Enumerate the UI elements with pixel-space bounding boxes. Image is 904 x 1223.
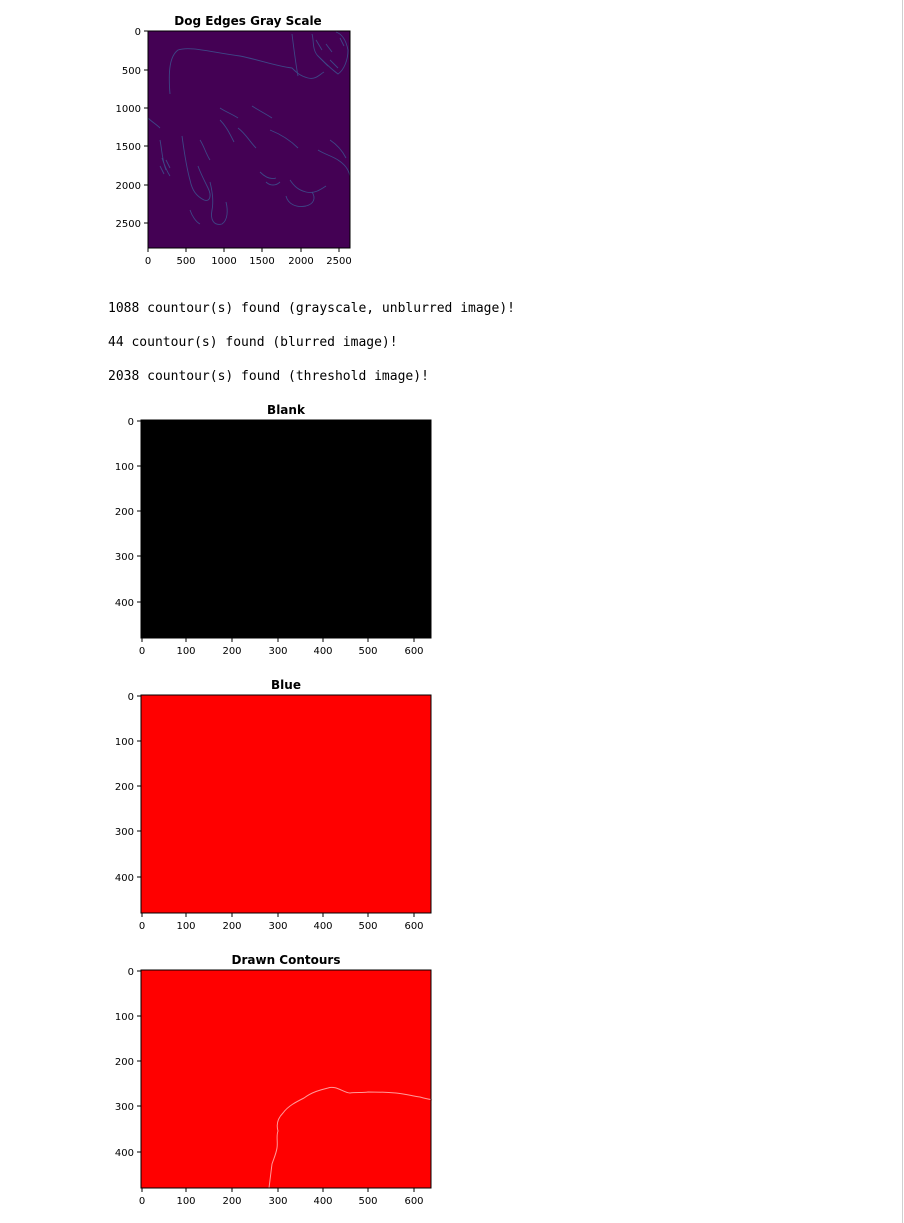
x-tick-label: 0 bbox=[139, 646, 145, 657]
y-tick-label: 400 bbox=[115, 598, 134, 609]
scrollbar-edge bbox=[902, 0, 903, 1223]
x-tick-label: 500 bbox=[358, 1196, 377, 1207]
blue-figure: Blue 0 100 200 300 400 0 100 200 300 bbox=[100, 675, 450, 937]
blue-image bbox=[140, 694, 432, 914]
drawn-contours-frame bbox=[140, 969, 432, 1189]
x-tick-label: 400 bbox=[313, 1196, 332, 1207]
x-tick-label: 100 bbox=[176, 1196, 195, 1207]
x-tick-label: 600 bbox=[404, 921, 423, 932]
blank-y-axis: 0 100 200 300 400 bbox=[115, 417, 141, 609]
drawn-contours-image bbox=[141, 970, 431, 1188]
blank-plot: Blank 0 100 200 300 400 0 100 200 300 bbox=[115, 403, 432, 657]
x-tick-label: 300 bbox=[268, 646, 287, 657]
x-tick-label: 100 bbox=[176, 921, 195, 932]
y-tick-label: 0 bbox=[128, 692, 134, 703]
dog-edges-plot: Dog Edges Gray Scale bbox=[116, 14, 352, 267]
drawn-contour-line bbox=[268, 1086, 433, 1189]
dog-edges-y-axis: 0 500 1000 1500 2000 2500 bbox=[116, 27, 148, 230]
dog-edges-figure: Dog Edges Gray Scale bbox=[100, 10, 370, 272]
x-tick-label: 500 bbox=[358, 921, 377, 932]
drawn-contours-figure: Drawn Contours 0 100 200 300 400 0 100 bbox=[100, 950, 450, 1212]
blank-x-axis: 0 100 200 300 400 500 600 bbox=[139, 638, 424, 657]
x-tick-label: 0 bbox=[139, 1196, 145, 1207]
output-line-grayscale: 1088 countour(s) found (grayscale, unblu… bbox=[108, 301, 515, 316]
y-tick-label: 300 bbox=[115, 827, 134, 838]
x-tick-label: 200 bbox=[222, 921, 241, 932]
output-line-threshold: 2038 countour(s) found (threshold image)… bbox=[108, 369, 429, 384]
y-tick-label: 0 bbox=[135, 27, 141, 38]
x-tick-label: 500 bbox=[176, 256, 195, 267]
y-tick-label: 100 bbox=[115, 737, 134, 748]
drawn-contours-y-axis: 0 100 200 300 400 bbox=[115, 967, 141, 1159]
dog-edges-frame bbox=[147, 30, 351, 249]
blue-plot: Blue 0 100 200 300 400 0 100 200 300 bbox=[115, 678, 432, 932]
y-tick-label: 400 bbox=[115, 873, 134, 884]
x-tick-label: 400 bbox=[313, 921, 332, 932]
drawn-contours-plot: Drawn Contours 0 100 200 300 400 0 100 bbox=[115, 953, 433, 1207]
x-tick-label: 200 bbox=[222, 646, 241, 657]
y-tick-label: 100 bbox=[115, 462, 134, 473]
y-tick-label: 2500 bbox=[116, 219, 141, 230]
blue-x-axis: 0 100 200 300 400 500 600 bbox=[139, 913, 424, 932]
y-tick-label: 100 bbox=[115, 1012, 134, 1023]
x-tick-label: 1000 bbox=[211, 256, 236, 267]
y-tick-label: 1500 bbox=[116, 142, 141, 153]
y-tick-label: 300 bbox=[115, 552, 134, 563]
x-tick-label: 100 bbox=[176, 646, 195, 657]
blank-image bbox=[140, 419, 432, 639]
y-tick-label: 0 bbox=[128, 417, 134, 428]
x-tick-label: 300 bbox=[268, 921, 287, 932]
y-tick-label: 300 bbox=[115, 1102, 134, 1113]
drawn-contours-title: Drawn Contours bbox=[232, 953, 341, 967]
drawn-contours-x-axis: 0 100 200 300 400 500 600 bbox=[139, 1188, 424, 1207]
x-tick-label: 500 bbox=[358, 646, 377, 657]
y-tick-label: 200 bbox=[115, 507, 134, 518]
y-tick-label: 500 bbox=[122, 66, 141, 77]
y-tick-label: 200 bbox=[115, 782, 134, 793]
x-tick-label: 0 bbox=[145, 256, 151, 267]
y-tick-label: 1000 bbox=[116, 104, 141, 115]
x-tick-label: 2000 bbox=[288, 256, 313, 267]
blue-y-axis: 0 100 200 300 400 bbox=[115, 692, 141, 884]
y-tick-label: 200 bbox=[115, 1057, 134, 1068]
x-tick-label: 600 bbox=[404, 1196, 423, 1207]
x-tick-label: 400 bbox=[313, 646, 332, 657]
y-tick-label: 0 bbox=[128, 967, 134, 978]
output-line-blurred: 44 countour(s) found (blurred image)! bbox=[108, 335, 398, 350]
x-tick-label: 200 bbox=[222, 1196, 241, 1207]
x-tick-label: 600 bbox=[404, 646, 423, 657]
x-tick-label: 0 bbox=[139, 921, 145, 932]
y-tick-label: 2000 bbox=[116, 181, 141, 192]
x-tick-label: 300 bbox=[268, 1196, 287, 1207]
y-tick-label: 400 bbox=[115, 1148, 134, 1159]
dog-edges-x-axis: 0 500 1000 1500 2000 2500 bbox=[145, 248, 352, 267]
dog-edges-lines bbox=[147, 31, 351, 225]
blank-title: Blank bbox=[267, 403, 306, 417]
x-tick-label: 1500 bbox=[249, 256, 274, 267]
blank-figure: Blank 0 100 200 300 400 0 100 200 300 bbox=[100, 400, 450, 662]
dog-edges-title: Dog Edges Gray Scale bbox=[174, 14, 321, 28]
x-tick-label: 2500 bbox=[326, 256, 351, 267]
blue-title: Blue bbox=[271, 678, 301, 692]
